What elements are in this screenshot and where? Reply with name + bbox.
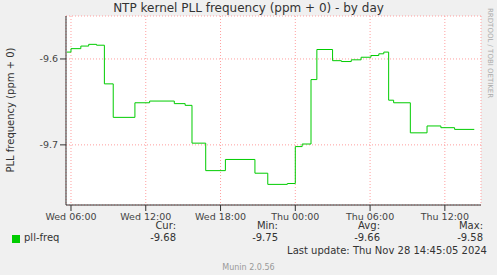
html-text:Avg:: Avg:	[358, 220, 380, 231]
svg-text:Thu 00:00: Thu 00:00	[271, 210, 320, 222]
html-text:Max:: Max:	[459, 220, 483, 231]
html-text:Last update: Thu Nov 28 14:45:: Last update: Thu Nov 28 14:45:05 2024	[287, 245, 487, 256]
svg-text:Thu 12:00: Thu 12:00	[420, 210, 469, 222]
svg-text:Wed 18:00: Wed 18:00	[195, 211, 246, 222]
svg-text:-9.6: -9.6	[39, 53, 58, 64]
html-text:-9.75: -9.75	[252, 232, 278, 243]
svg-text:Wed 12:00: Wed 12:00	[120, 210, 172, 222]
html-text:RRDTOOL / TOBI OETIKER: RRDTOOL / TOBI OETIKER	[486, 8, 494, 99]
svg-text:Thu 06:00: Thu 06:00	[346, 210, 395, 222]
html-text:Cur:: Cur:	[155, 220, 176, 231]
html-text:-9.68: -9.68	[150, 232, 176, 243]
html-text:Munin 2.0.56: Munin 2.0.56	[222, 263, 275, 272]
html-text:-9.66: -9.66	[354, 232, 380, 243]
svg-text:Wed 06:00: Wed 06:00	[45, 211, 96, 222]
html-text:NTP kernel PLL frequency (ppm: NTP kernel PLL frequency (ppm + 0) - by …	[113, 1, 384, 15]
html-text:PLL frequency (ppm + 0): PLL frequency (ppm + 0)	[5, 47, 16, 173]
html-text:Min:: Min:	[256, 220, 278, 231]
html-text:-9.58: -9.58	[457, 232, 483, 243]
html-text:pll-freq: pll-freq	[24, 232, 60, 243]
svg-text:-9.7: -9.7	[39, 139, 58, 150]
